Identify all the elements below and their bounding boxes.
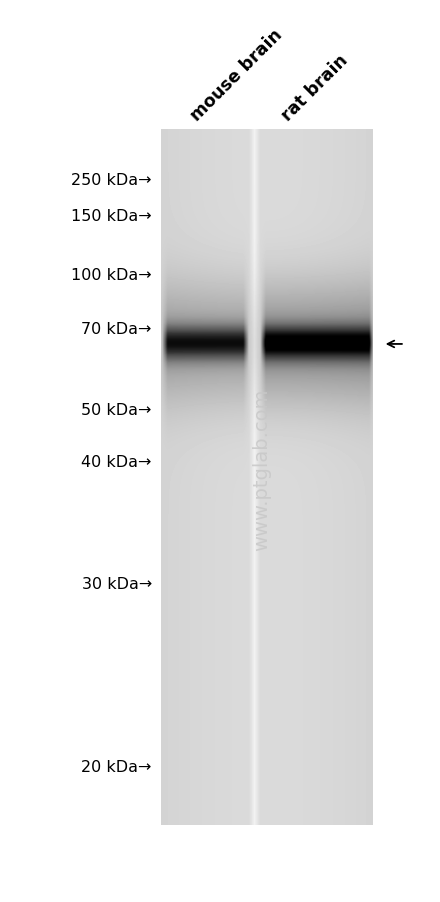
- Text: mouse brain: mouse brain: [187, 25, 286, 124]
- Text: 40 kDa→: 40 kDa→: [81, 455, 152, 469]
- Text: www.ptglab.com: www.ptglab.com: [252, 388, 271, 550]
- Text: 250 kDa→: 250 kDa→: [71, 173, 152, 188]
- Text: 100 kDa→: 100 kDa→: [71, 268, 152, 282]
- Text: 150 kDa→: 150 kDa→: [71, 209, 152, 224]
- Text: 30 kDa→: 30 kDa→: [81, 576, 152, 591]
- Text: rat brain: rat brain: [278, 51, 351, 124]
- Text: 50 kDa→: 50 kDa→: [81, 403, 152, 418]
- Text: 70 kDa→: 70 kDa→: [81, 322, 152, 336]
- Text: 20 kDa→: 20 kDa→: [81, 759, 152, 774]
